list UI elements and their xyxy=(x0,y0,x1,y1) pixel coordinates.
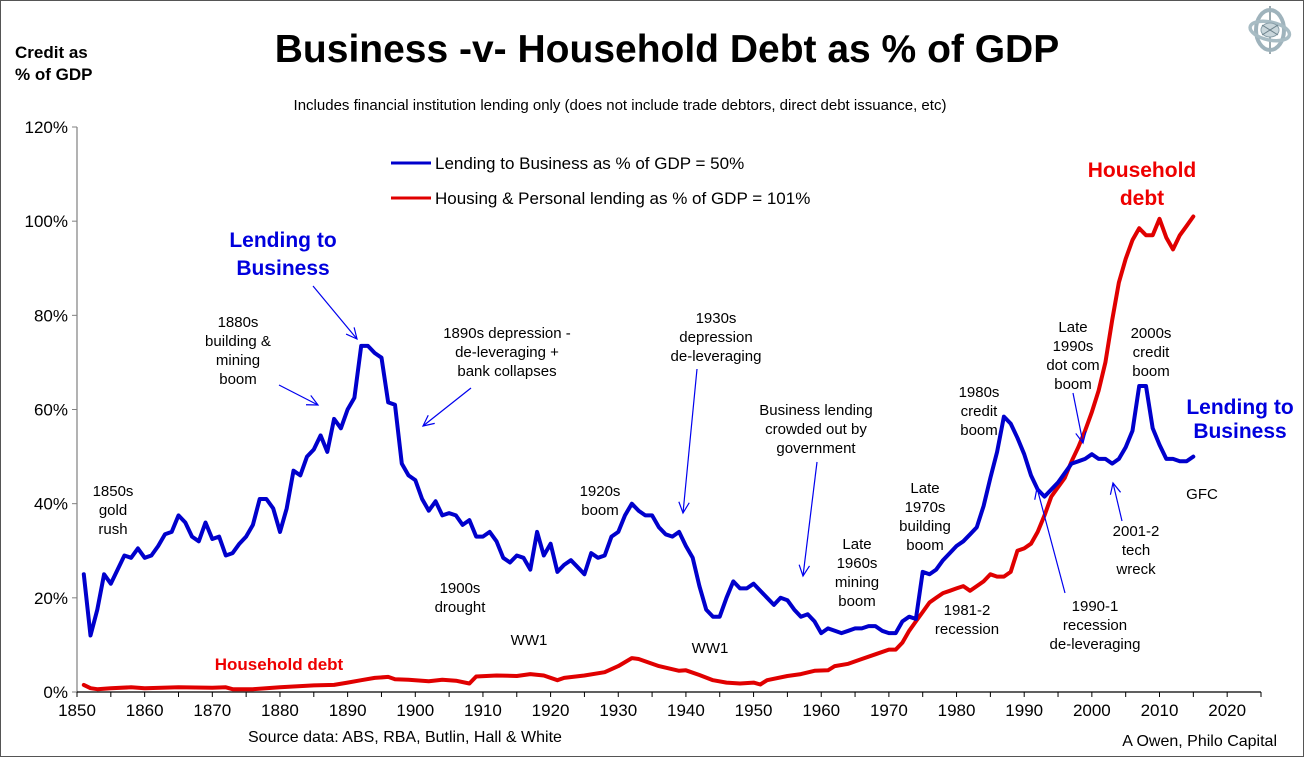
x-tick-label: 1870 xyxy=(193,701,231,720)
annotation-ww1-second: WW1 xyxy=(692,640,729,657)
annotation-lending-to-business: Lending to Business xyxy=(229,229,336,280)
annotation-1930s-depression: 1930s depression de-leveraging xyxy=(671,310,762,365)
x-tick-label: 1850 xyxy=(58,701,96,720)
x-tick-label: 1900 xyxy=(396,701,434,720)
legend-label-business: Lending to Business as % of GDP = 50% xyxy=(435,154,744,173)
business-lending-line xyxy=(81,343,1196,638)
y-tick-label: 40% xyxy=(34,495,68,514)
annotations: Lending to Business Lending to Business Hous… xyxy=(93,159,1294,674)
x-tick-label: 2010 xyxy=(1141,701,1179,720)
x-tick-label: 1880 xyxy=(261,701,299,720)
y-tick-label: 60% xyxy=(34,401,68,420)
arrow-1890s-depression xyxy=(421,387,472,427)
x-tick-label: 1930 xyxy=(599,701,637,720)
x-tick-label: 1980 xyxy=(938,701,976,720)
annotation-gold-rush: 1850s gold rush xyxy=(93,483,134,538)
x-tick-label: 1890 xyxy=(329,701,367,720)
legend: Lending to Business as % of GDP = 50% Ho… xyxy=(391,154,810,208)
annotation-2001-tech-wreck: 2001-2 tech wreck xyxy=(1113,523,1160,578)
y-tick-label: 100% xyxy=(25,212,68,231)
legend-label-household: Housing & Personal lending as % of GDP =… xyxy=(435,189,810,208)
arrow-lending-peak xyxy=(312,285,358,341)
x-tick-label: 1950 xyxy=(735,701,773,720)
x-tick-label: 1940 xyxy=(667,701,705,720)
y-tick-label: 120% xyxy=(25,118,68,137)
chart-title: Business -v- Household Debt as % of GDP xyxy=(274,28,1060,71)
annotation-1990s-dotcom-boom: Late 1990s dot com boom xyxy=(1046,319,1099,393)
annotation-1990-recession: 1990-1 recession de-leveraging xyxy=(1050,598,1141,653)
y-axis-caption: Credit as % of GDP xyxy=(15,42,92,86)
y-tick-label: 20% xyxy=(34,589,68,608)
annotation-household-debt-bottom: Household debt xyxy=(215,655,344,674)
arrow-1930s-depression xyxy=(678,368,698,515)
x-tick-label: 1990 xyxy=(1005,701,1043,720)
annotation-1970s-building-boom: Late 1970s building boom xyxy=(899,480,951,554)
x-tick-label: 1920 xyxy=(532,701,570,720)
x-tick-label: 2000 xyxy=(1073,701,1111,720)
source-note: Source data: ABS, RBA, Butlin, Hall & Wh… xyxy=(248,729,562,746)
annotation-1890s-depression: 1890s depression -de-leveraging + bank co… xyxy=(443,325,571,380)
x-tick-label: 1910 xyxy=(464,701,502,720)
annotation-lending-to-business-right: Lending to Business xyxy=(1186,396,1293,443)
arrow-1990-recession xyxy=(1034,486,1066,594)
annotation-1960s-mining-boom: Late 1960s mining boom xyxy=(835,536,879,610)
x-tick-label: 1860 xyxy=(126,701,164,720)
gyroscope-logo-icon xyxy=(1248,6,1292,54)
annotation-1900s-drought: 1900s drought xyxy=(435,580,487,616)
y-axis-caption-line1: Credit as xyxy=(15,43,88,62)
annotation-2000s-credit-boom: 2000s credit boom xyxy=(1131,325,1172,380)
x-tick-label: 2020 xyxy=(1208,701,1246,720)
chart-subtitle: Includes financial institution lending o… xyxy=(293,97,947,114)
annotation-1980s-credit-boom: 1980s credit boom xyxy=(959,384,1000,439)
arrow-dotcom-boom xyxy=(1072,392,1087,445)
y-tick-label: 80% xyxy=(34,306,68,325)
annotation-gfc: GFC xyxy=(1186,486,1218,503)
axes: 0% 20% 40% 60% 80% 100% 120% 1850 1860 1870 1880 18… xyxy=(25,118,1262,720)
x-tick-label: 1960 xyxy=(802,701,840,720)
arrow-1880s-boom xyxy=(278,384,320,406)
arrow-crowded-out xyxy=(798,461,818,578)
x-tick-label: 1970 xyxy=(870,701,908,720)
annotation-ww1: WW1 xyxy=(511,632,548,649)
annotation-crowded-out: Business lending crowded out by government xyxy=(759,402,872,457)
y-axis-caption-line2: % of GDP xyxy=(15,65,93,84)
annotation-1920s-boom: 1920s boom xyxy=(580,483,621,519)
series-lines xyxy=(81,214,1196,692)
annotation-household-debt-top: Household debt xyxy=(1088,159,1197,210)
household-debt-line xyxy=(81,214,1196,692)
arrow-tech-wreck xyxy=(1109,481,1123,522)
annotation-1880s-boom: 1880s building & mining boom xyxy=(205,314,271,388)
author-credit: A Owen, Philo Capital xyxy=(1122,733,1277,750)
annotation-1981-recession: 1981-2 recession xyxy=(935,602,999,638)
y-tick-label: 0% xyxy=(43,683,68,702)
